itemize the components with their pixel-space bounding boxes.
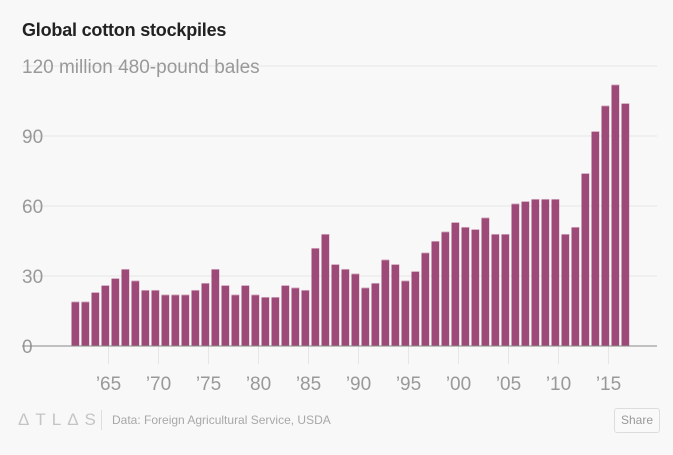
bar-1964 xyxy=(101,285,110,346)
bar-2015 xyxy=(611,84,620,347)
bar-1978 xyxy=(241,285,250,346)
bar-2005 xyxy=(511,203,520,346)
x-tick-label: ’75 xyxy=(196,374,221,395)
bar-1986 xyxy=(321,234,330,346)
bar-1968 xyxy=(141,290,150,346)
x-tick-label: ’65 xyxy=(96,374,121,395)
bar-1999 xyxy=(451,222,460,346)
bar-1990 xyxy=(361,287,370,346)
source-note: Data: Foreign Agricultural Service, USDA xyxy=(112,413,331,427)
share-button[interactable]: Share xyxy=(614,408,660,433)
x-tick-label: ’80 xyxy=(246,374,271,395)
bar-1994 xyxy=(401,280,410,346)
bar-1963 xyxy=(91,292,100,346)
bar-2013 xyxy=(591,131,600,346)
bar-1972 xyxy=(181,294,190,346)
bar-2011 xyxy=(571,227,580,346)
bar-1975 xyxy=(211,269,220,346)
bar-1987 xyxy=(331,264,340,346)
bar-1998 xyxy=(441,231,450,346)
x-tick-label: ’85 xyxy=(296,374,321,395)
bar-1984 xyxy=(301,290,310,346)
bar-2009 xyxy=(551,199,560,346)
footer: ΔTLΔS Data: Foreign Agricultural Service… xyxy=(0,405,673,435)
bar-2002 xyxy=(481,217,490,346)
bar-1962 xyxy=(81,301,90,346)
bar-2003 xyxy=(491,234,500,346)
bar-1993 xyxy=(391,264,400,346)
bar-2004 xyxy=(501,234,510,346)
bar-1966 xyxy=(121,269,130,346)
bar-1961 xyxy=(71,301,80,346)
x-tick-label: ’15 xyxy=(596,374,621,395)
bar-1969 xyxy=(151,290,160,346)
bar-1983 xyxy=(291,287,300,346)
bar-1997 xyxy=(431,241,440,346)
bar-1980 xyxy=(261,297,270,346)
y-tick-label: 30 xyxy=(22,267,43,288)
bar-2016 xyxy=(621,103,630,346)
bar-1977 xyxy=(231,294,240,346)
bar-1979 xyxy=(251,294,260,346)
chart-title: Global cotton stockpiles xyxy=(22,20,227,40)
bar-1976 xyxy=(221,285,230,346)
bar-2012 xyxy=(581,173,590,346)
bar-1991 xyxy=(371,283,380,346)
bar-2001 xyxy=(471,229,480,346)
x-tick-label: ’90 xyxy=(346,374,371,395)
bar-2000 xyxy=(461,227,470,346)
bar-1965 xyxy=(111,278,120,346)
x-tick-label: ’70 xyxy=(146,374,171,395)
y-tick-label: 60 xyxy=(22,197,43,218)
bar-2007 xyxy=(531,199,540,346)
bar-2006 xyxy=(521,201,530,346)
bar-2014 xyxy=(601,105,610,347)
bar-1982 xyxy=(281,285,290,346)
bar-1985 xyxy=(311,248,320,346)
bar-1970 xyxy=(161,294,170,346)
y-tick-label: 0 xyxy=(22,337,33,358)
bar-chart: 0 30 60 90 120 million 480-pound bales ’65 ’70… xyxy=(22,57,657,395)
bar-1967 xyxy=(131,280,140,346)
bar-2010 xyxy=(561,234,570,346)
x-tick-label: ’05 xyxy=(496,374,521,395)
bar-1971 xyxy=(171,294,180,346)
x-tick-label: ’00 xyxy=(446,374,471,395)
bar-1996 xyxy=(421,252,430,346)
y-tick-label: 90 xyxy=(22,127,43,148)
bar-1995 xyxy=(411,271,420,346)
bar-1973 xyxy=(191,290,200,346)
bar-1981 xyxy=(271,297,280,346)
x-tick-label: ’10 xyxy=(546,374,571,395)
atlas-logo[interactable]: ΔTLΔS xyxy=(18,410,102,429)
bar-2008 xyxy=(541,199,550,346)
x-tick-label: ’95 xyxy=(396,374,421,395)
bar-1974 xyxy=(201,283,210,346)
divider xyxy=(101,410,102,430)
bar-1992 xyxy=(381,259,390,346)
bar-1989 xyxy=(351,273,360,346)
bar-1988 xyxy=(341,269,350,346)
y-axis-unit-label: 120 million 480-pound bales xyxy=(22,57,260,78)
